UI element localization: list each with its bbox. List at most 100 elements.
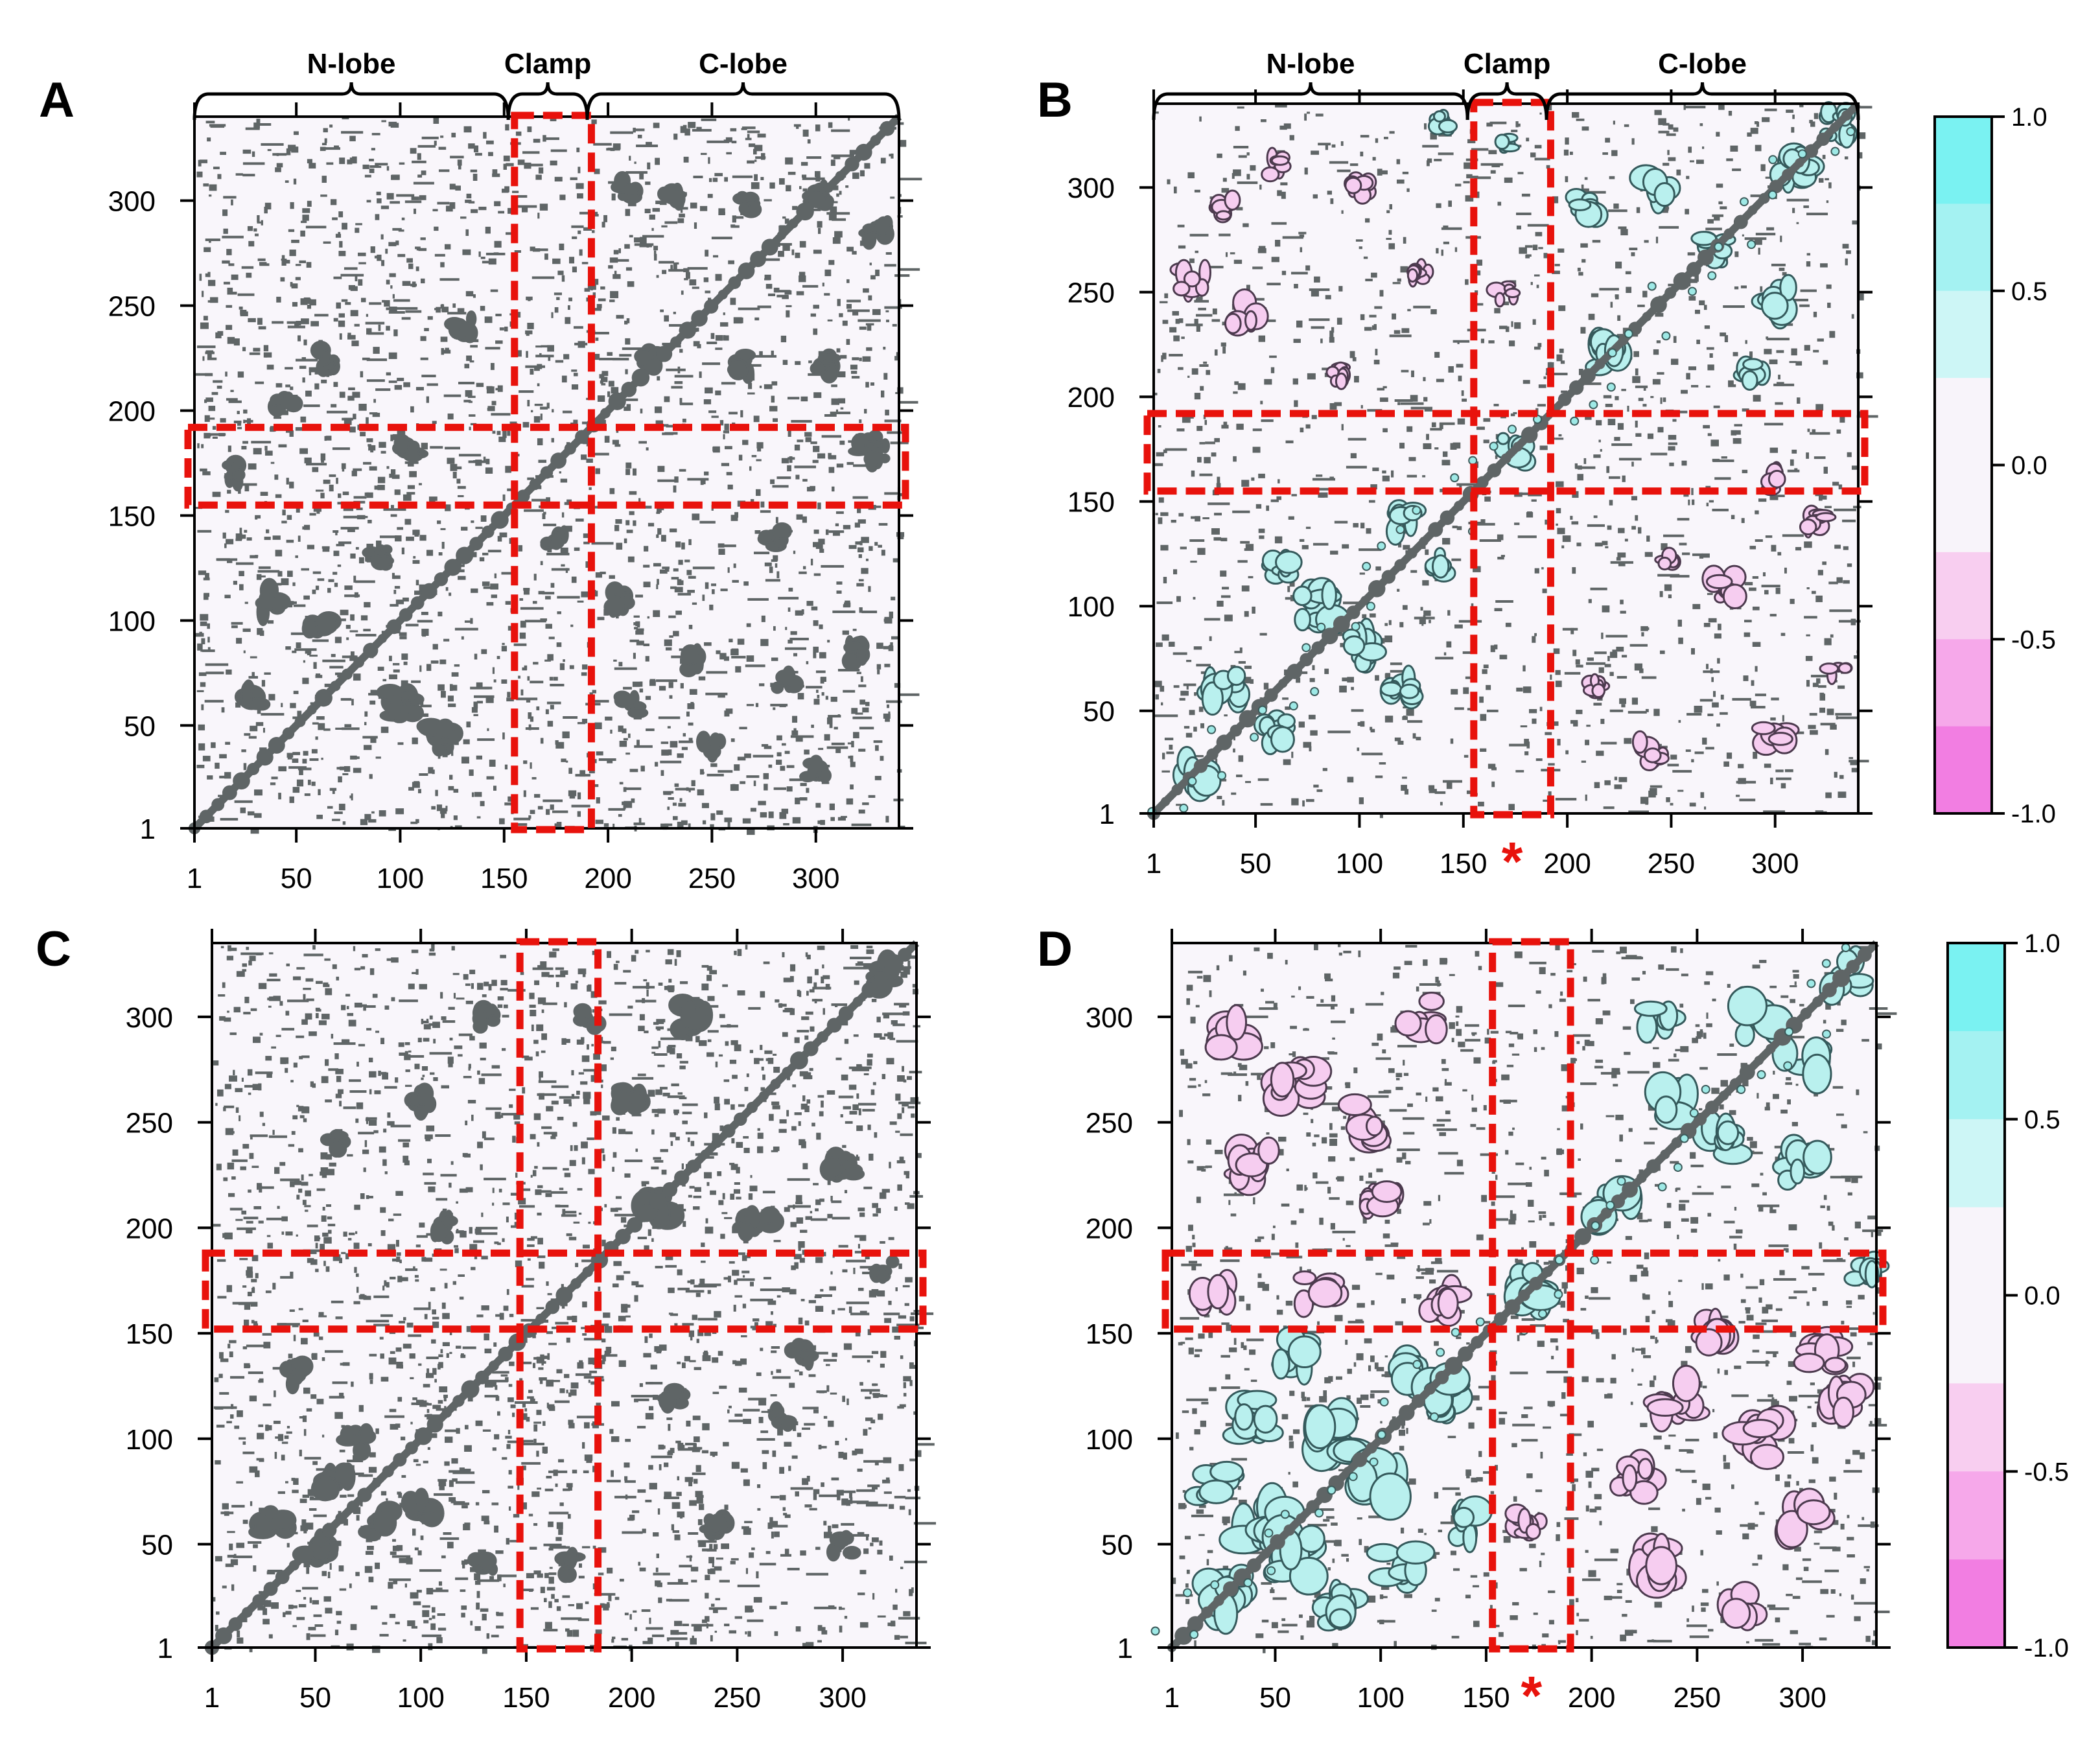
diagonal-blob — [1714, 242, 1723, 251]
contact-dot — [231, 622, 243, 625]
contact-dot — [1688, 296, 1696, 301]
contact-dot — [707, 297, 712, 301]
region-bracket — [506, 82, 589, 121]
contact-dot — [550, 684, 565, 687]
contact-dot — [451, 672, 459, 677]
contact-dot — [1707, 219, 1714, 224]
colorbar-level — [1935, 117, 1992, 205]
contact-dot — [1434, 791, 1446, 794]
contact-dot — [412, 160, 426, 163]
contact-dot — [1274, 536, 1283, 544]
contact-dot — [770, 703, 788, 706]
contact-dot — [1315, 113, 1324, 117]
contact-dot — [432, 421, 437, 425]
contact-dot — [1368, 500, 1375, 503]
contact-dot — [568, 257, 575, 264]
contact-dot — [1617, 423, 1624, 430]
contact-dot — [445, 504, 451, 511]
contact-dot — [1664, 584, 1672, 591]
contact-dot — [852, 629, 857, 631]
y-tick-label: 150 — [1068, 487, 1115, 519]
contact-dot — [694, 222, 697, 229]
contact-dot — [353, 946, 356, 951]
contact-dot — [1607, 655, 1610, 662]
contact-dot — [570, 624, 574, 627]
contact-dot — [885, 700, 902, 703]
contact-dot — [1494, 644, 1498, 649]
contact-dot — [1524, 245, 1533, 248]
contact-dot — [618, 725, 624, 732]
contact-dot — [723, 434, 725, 439]
contact-dot — [503, 163, 508, 170]
contact-dot — [364, 492, 369, 496]
contact-dot — [625, 787, 642, 790]
contact-dot — [828, 122, 833, 128]
contact-dot — [339, 333, 342, 340]
contact-dot — [568, 1419, 574, 1425]
contact-dot — [333, 382, 338, 387]
contact-dot — [832, 218, 846, 221]
contact-dot — [851, 741, 854, 748]
contact-dot — [369, 774, 373, 779]
diagonal-blob — [1841, 110, 1852, 121]
diagonal-blob — [1747, 240, 1756, 250]
contact-dot — [379, 441, 386, 448]
contact-dot — [395, 600, 404, 605]
contact-dot — [1439, 423, 1443, 430]
contact-dot — [452, 303, 456, 308]
contact-dot — [614, 270, 617, 277]
contact-dot — [205, 351, 215, 355]
contact-dot — [397, 1276, 402, 1283]
colorbar-level — [1935, 204, 1992, 292]
contact-dot — [537, 213, 540, 219]
contact-dot — [1704, 325, 1710, 329]
contact-dot — [233, 1007, 241, 1013]
diagonal-blob — [540, 466, 554, 479]
contact-dot — [411, 680, 421, 683]
contact-dot — [537, 806, 543, 810]
contact-dot — [544, 253, 548, 260]
contact-dot — [1791, 348, 1797, 356]
contact-dot — [788, 457, 795, 460]
contact-dot — [1340, 141, 1344, 146]
contact-dot — [791, 1126, 797, 1131]
contact-dot — [605, 716, 612, 721]
contact-dot — [719, 544, 736, 548]
contact-dot — [1780, 783, 1786, 789]
contact-dot — [1427, 158, 1432, 163]
contact-cluster — [738, 202, 751, 215]
contact-dot — [581, 718, 588, 724]
contact-dot — [618, 662, 623, 667]
diagonal-blob — [1698, 249, 1714, 266]
colorbar: 1.00.50.0-0.5-1.0 — [1933, 103, 2056, 828]
contact-dot — [421, 611, 428, 615]
contact-dot — [609, 488, 615, 495]
contact-dot — [1763, 810, 1786, 813]
contact-dot — [629, 235, 633, 238]
contact-dot — [907, 1489, 911, 1492]
contact-dot — [813, 392, 822, 399]
contact-dot — [1624, 124, 1629, 127]
contact-dot — [706, 966, 712, 971]
contact-dot — [704, 1172, 712, 1179]
contact-dot — [317, 578, 325, 581]
contact-dot — [585, 561, 590, 568]
contact-dot — [486, 601, 494, 606]
contact-dot — [1754, 239, 1762, 245]
contact-dot — [332, 790, 335, 795]
contact-dot — [819, 624, 823, 629]
contact-dot — [531, 776, 537, 780]
contact-dot — [1545, 519, 1547, 525]
contact-dot — [542, 592, 555, 595]
contact-dot — [311, 749, 318, 754]
contact-dot — [1217, 600, 1224, 607]
contact-dot — [690, 202, 697, 209]
contact-dot — [551, 312, 554, 318]
contact-dot — [290, 703, 296, 708]
contact-dot — [393, 1213, 402, 1216]
contact-dot — [440, 528, 446, 530]
contact-dot — [1782, 534, 1804, 537]
contact-dot — [1620, 611, 1626, 614]
contact-dot — [454, 627, 478, 631]
contact-dot — [1246, 174, 1250, 180]
